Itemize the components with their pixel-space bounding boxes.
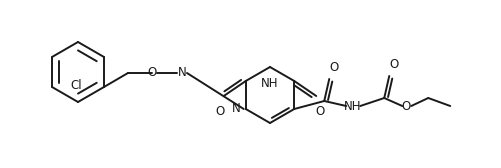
- Text: O: O: [401, 99, 410, 113]
- Text: O: O: [389, 58, 398, 71]
- Text: O: O: [315, 105, 324, 118]
- Text: N: N: [231, 102, 240, 116]
- Text: NH: NH: [261, 77, 278, 90]
- Text: O: O: [329, 61, 338, 74]
- Text: O: O: [147, 67, 156, 79]
- Text: N: N: [177, 67, 186, 79]
- Text: Cl: Cl: [70, 79, 82, 92]
- Text: O: O: [215, 105, 224, 118]
- Text: NH: NH: [343, 99, 360, 113]
